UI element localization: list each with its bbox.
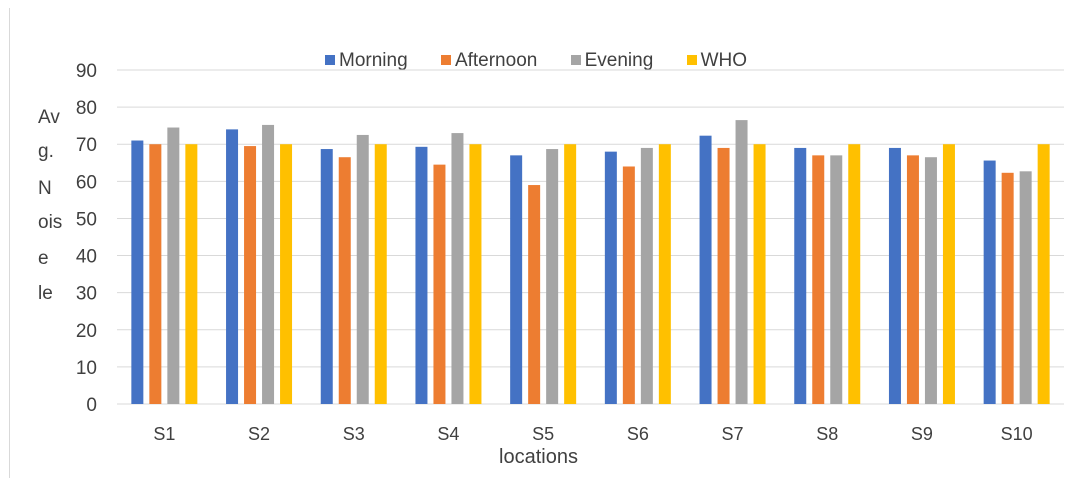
y-axis-label-part-6: le: [38, 283, 53, 304]
legend-swatch-morning: [325, 55, 335, 65]
bar-evening-s5: [546, 149, 559, 404]
bar-evening-s4: [451, 133, 464, 405]
bars: [131, 120, 1050, 405]
bar-afternoon-s10: [1001, 172, 1014, 404]
y-axis-label-part-3: N: [38, 178, 52, 199]
y-axis-label-part-2: g.: [38, 141, 54, 162]
y-tick-label: 50: [76, 209, 97, 230]
bar-who-s10: [1037, 144, 1050, 404]
bar-who-s7: [753, 144, 766, 404]
bar-afternoon-s1: [149, 144, 162, 404]
bar-evening-s2: [262, 124, 275, 405]
frame-border: [9, 8, 10, 478]
legend-label-evening: Evening: [584, 50, 654, 71]
bar-evening-s3: [356, 134, 369, 404]
bar-morning-s7: [699, 135, 712, 405]
y-tick-label: 0: [86, 395, 97, 416]
x-tick-label: S6: [627, 424, 649, 444]
y-axis-label-part-5: e: [38, 248, 49, 269]
y-axis-label-part-4: ois: [38, 212, 63, 233]
bar-evening-s1: [167, 127, 180, 405]
legend-label-who: WHO: [700, 50, 748, 71]
bar-morning-s2: [226, 129, 239, 404]
legend-item-afternoon: Afternoon: [440, 50, 538, 72]
x-axis-ticks: S1 S2 S3 S4 S5 S6 S7 S8 S9 S10: [153, 424, 1032, 444]
y-axis-label-part-1: Av: [38, 107, 60, 128]
y-tick-label: 30: [76, 284, 97, 305]
bar-afternoon-s4: [433, 164, 446, 404]
bar-evening-s6: [640, 147, 653, 404]
bar-who-s4: [469, 144, 482, 404]
legend-swatch-afternoon: [440, 55, 451, 65]
x-tick-label: S2: [248, 424, 270, 444]
bar-afternoon-s7: [717, 147, 730, 404]
bar-morning-s10: [983, 160, 996, 404]
bar-evening-s8: [830, 155, 843, 404]
bar-who-s2: [280, 144, 293, 404]
bar-who-s5: [564, 144, 577, 404]
x-tick-label: S4: [437, 424, 459, 444]
bar-afternoon-s2: [244, 146, 257, 405]
bar-who-s1: [185, 144, 198, 404]
x-tick-label: S7: [722, 424, 744, 444]
bar-afternoon-s8: [812, 155, 825, 404]
bar-afternoon-s6: [622, 166, 635, 404]
bar-evening-s7: [735, 120, 748, 404]
bar-evening-s10: [1019, 171, 1032, 404]
y-tick-label: 60: [76, 172, 97, 193]
y-axis-ticks: 0 10 20 30 40 50 60 70 80 90: [76, 61, 97, 416]
x-tick-label: S8: [816, 424, 838, 444]
x-tick-label: S9: [911, 424, 933, 444]
legend-item-evening: Evening: [570, 50, 654, 72]
legend-swatch-evening: [570, 55, 581, 65]
x-axis-label: locations: [499, 446, 578, 468]
y-tick-label: 40: [76, 247, 97, 268]
bar-afternoon-s5: [528, 185, 541, 404]
bar-afternoon-s9: [906, 155, 919, 404]
x-tick-label: S10: [1001, 424, 1033, 444]
y-tick-label: 80: [76, 98, 97, 119]
bar-morning-s3: [320, 149, 333, 404]
bar-who-s6: [658, 144, 671, 404]
bar-morning-s9: [888, 147, 901, 404]
x-tick-label: S5: [532, 424, 554, 444]
bar-who-s8: [848, 144, 861, 404]
legend-label-afternoon: Afternoon: [454, 50, 538, 71]
bar-morning-s1: [131, 140, 144, 404]
bar-morning-s5: [510, 155, 523, 404]
legend-swatch-who: [686, 55, 697, 65]
bar-morning-s6: [604, 151, 617, 404]
gridlines: [117, 69, 1064, 405]
bar-who-s3: [374, 144, 387, 404]
legend-label-morning: Morning: [339, 50, 408, 71]
bar-evening-s9: [924, 157, 937, 404]
x-tick-label: S1: [153, 424, 175, 444]
legend-item-morning: Morning: [325, 50, 408, 72]
legend: Morning Afternoon Evening WHO: [325, 50, 775, 74]
y-tick-label: 10: [76, 358, 97, 379]
legend-item-who: WHO: [686, 50, 748, 72]
x-tick-label: S3: [343, 424, 365, 444]
bar-afternoon-s3: [338, 157, 351, 404]
bar-who-s9: [942, 144, 955, 404]
y-tick-label: 70: [76, 135, 97, 156]
bar-morning-s8: [794, 147, 807, 404]
y-tick-label: 90: [76, 61, 97, 82]
y-tick-label: 20: [76, 321, 97, 342]
bar-morning-s4: [415, 146, 428, 404]
